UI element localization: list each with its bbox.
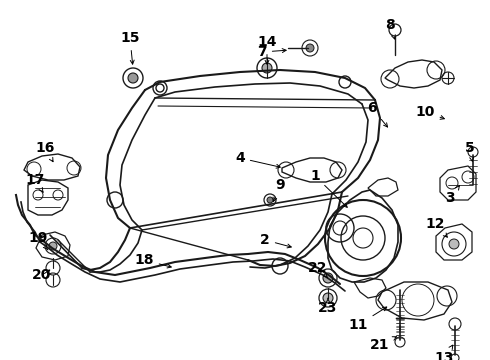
Text: 19: 19: [28, 231, 48, 250]
Circle shape: [267, 197, 273, 203]
Circle shape: [323, 293, 333, 303]
Text: 9: 9: [273, 178, 285, 201]
Text: 11: 11: [348, 307, 387, 332]
Circle shape: [49, 242, 57, 250]
Text: 18: 18: [134, 253, 171, 268]
Text: 22: 22: [308, 261, 328, 278]
Text: 6: 6: [367, 101, 388, 127]
Text: 4: 4: [235, 151, 280, 168]
Circle shape: [306, 44, 314, 52]
Text: 10: 10: [416, 105, 444, 119]
Text: 20: 20: [32, 268, 51, 282]
Text: 8: 8: [385, 18, 395, 39]
Text: 12: 12: [425, 217, 447, 237]
Text: 17: 17: [25, 173, 45, 192]
Text: 7: 7: [257, 45, 286, 59]
Text: 14: 14: [257, 35, 277, 64]
Circle shape: [323, 273, 333, 283]
Text: 2: 2: [260, 233, 291, 248]
Text: 5: 5: [465, 141, 475, 161]
Text: 15: 15: [120, 31, 140, 64]
Text: 16: 16: [35, 141, 55, 162]
Circle shape: [262, 63, 272, 73]
Text: 3: 3: [445, 186, 460, 205]
Circle shape: [449, 239, 459, 249]
Circle shape: [128, 73, 138, 83]
Text: 1: 1: [310, 169, 347, 207]
Text: 21: 21: [370, 337, 396, 352]
Text: 13: 13: [434, 345, 454, 360]
Text: 23: 23: [318, 298, 338, 315]
